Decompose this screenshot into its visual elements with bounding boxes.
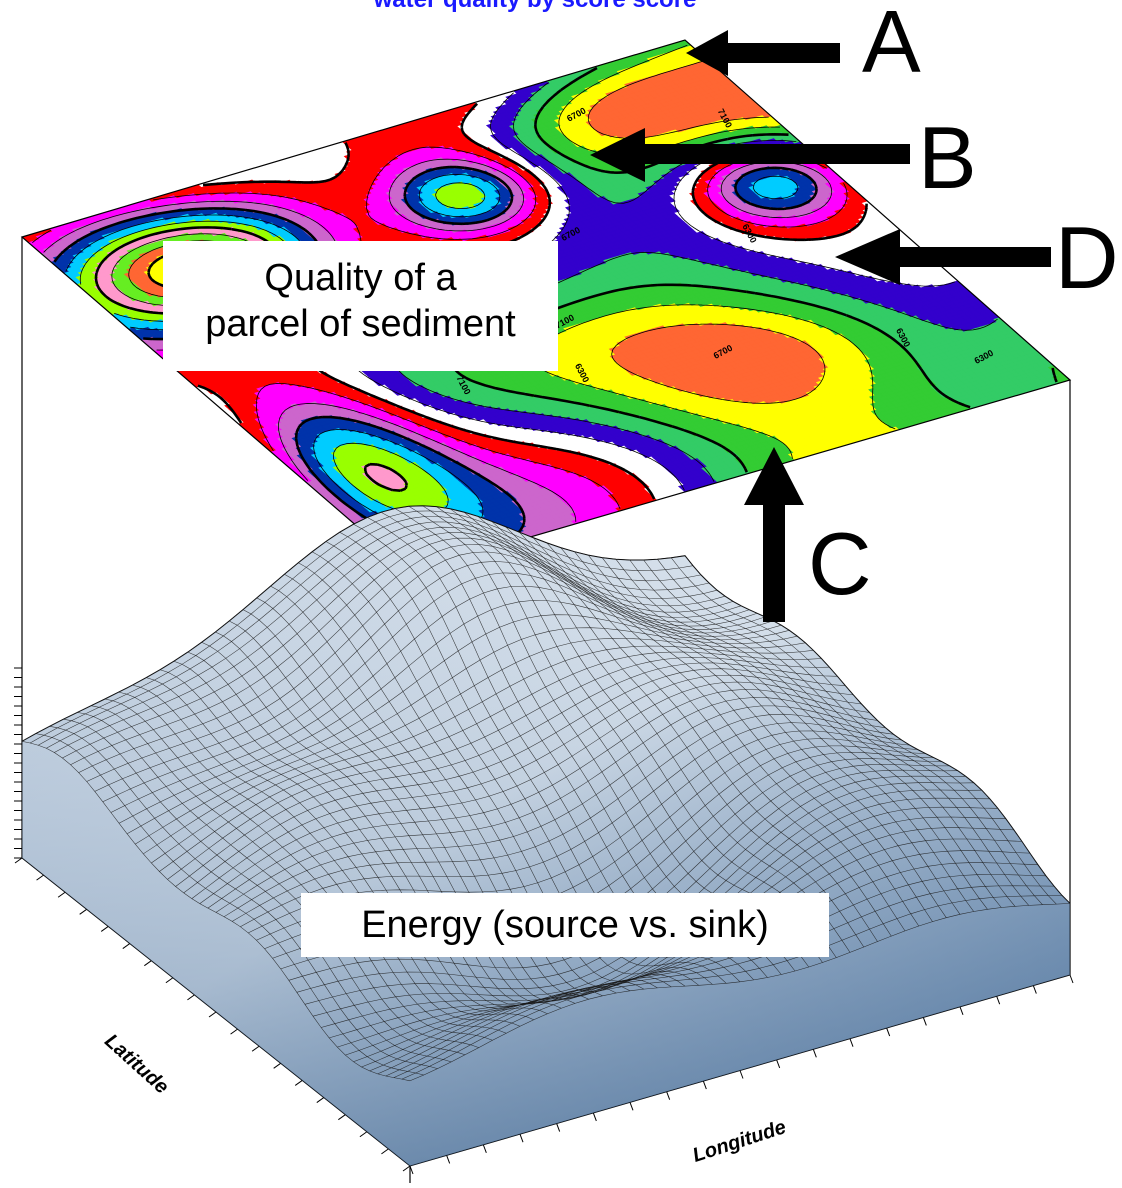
axis-tick	[381, 1149, 388, 1154]
axis-tick	[850, 1039, 853, 1047]
axis-tick	[360, 1132, 367, 1137]
axis-tick	[101, 926, 108, 931]
axis-tick	[813, 1049, 816, 1057]
axis-tick	[58, 892, 65, 897]
axis-tick	[252, 1046, 259, 1051]
axis-tick	[338, 1115, 345, 1120]
axis-tick	[557, 1124, 560, 1132]
axis-tick	[15, 858, 22, 863]
axis-tick	[447, 1155, 450, 1163]
axis-tick	[295, 1080, 302, 1085]
axis-tick	[630, 1102, 633, 1110]
axis-tick	[703, 1081, 706, 1089]
energy-surface	[22, 506, 1070, 1166]
axis-tick	[740, 1071, 743, 1079]
axis-tick	[887, 1028, 890, 1036]
axis-tick	[144, 961, 151, 966]
axis-tick	[1033, 986, 1036, 994]
callout-d: D	[1055, 214, 1119, 302]
axis-tick	[209, 1012, 216, 1017]
energy-label-box: Energy (source vs. sink)	[301, 893, 829, 957]
axis-tick	[777, 1060, 780, 1068]
axis-tick	[1070, 975, 1073, 983]
axis-tick	[997, 996, 1000, 1004]
axis-tick	[593, 1113, 596, 1121]
axis-tick	[231, 1029, 238, 1034]
callout-c: C	[808, 520, 872, 608]
arrow-c	[744, 447, 804, 622]
axis-tick	[37, 875, 44, 880]
axis-tick	[274, 1063, 281, 1068]
callout-b: B	[918, 114, 977, 202]
axis-tick	[317, 1098, 324, 1103]
axis-tick	[520, 1134, 523, 1142]
quality-label-line2: parcel of sediment	[163, 301, 558, 347]
axis-tick	[403, 1166, 410, 1171]
axis-tick	[187, 995, 194, 1000]
axis-tick	[960, 1007, 963, 1015]
quality-label-line1: Quality of a	[163, 255, 558, 301]
axis-tick	[667, 1092, 670, 1100]
axis-tick	[483, 1145, 486, 1153]
axis-tick	[923, 1017, 926, 1025]
quality-label-box: Quality of a parcel of sediment	[163, 241, 558, 371]
axis-tick	[123, 944, 130, 949]
axis-tick	[166, 978, 173, 983]
axis-tick	[80, 909, 87, 914]
callout-a: A	[862, 0, 921, 86]
figure-title-fragment: water quality by score score	[255, 0, 815, 14]
